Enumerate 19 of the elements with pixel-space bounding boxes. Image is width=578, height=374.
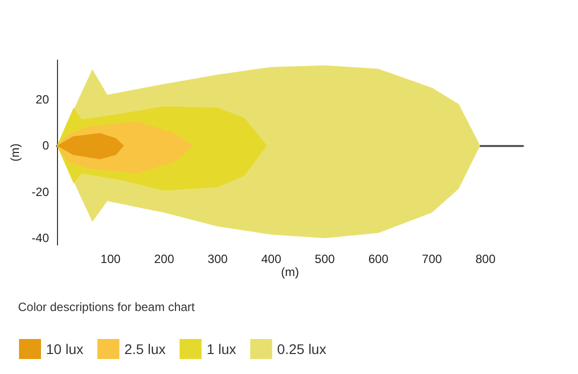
x-axis-title: (m) — [281, 264, 299, 279]
y-tick-label: -40 — [32, 231, 50, 246]
x-tick-label: 100 — [100, 252, 121, 266]
y-axis-title: (m) — [8, 144, 22, 162]
x-tick-label: 800 — [475, 252, 496, 266]
legend-label: 1 lux — [206, 341, 236, 357]
y-tick-label: -20 — [32, 184, 50, 199]
legend-label: 2.5 lux — [124, 341, 166, 357]
x-tick-label: 700 — [422, 252, 442, 266]
x-tick-label: 600 — [368, 252, 389, 266]
legend-label: 0.25 lux — [277, 341, 326, 357]
x-tick-label: 200 — [154, 252, 174, 266]
x-tick-label: 300 — [208, 252, 228, 266]
legend-title: Color descriptions for beam chart — [18, 300, 196, 314]
x-tick-label: 400 — [261, 252, 282, 266]
y-tick-label: 0 — [42, 138, 50, 153]
legend-label: 10 lux — [46, 341, 84, 357]
y-tick-label: 20 — [36, 92, 50, 106]
x-tick-label: 500 — [314, 252, 336, 266]
